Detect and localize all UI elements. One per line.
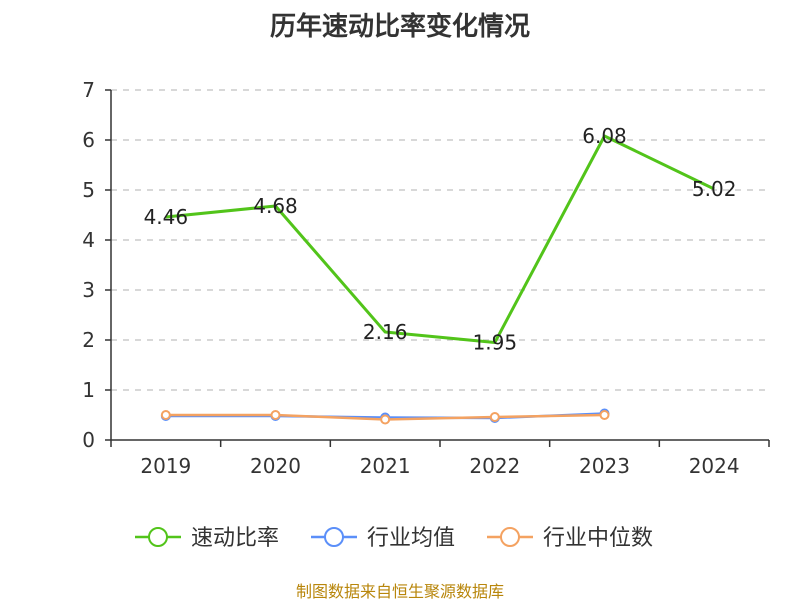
data-label: 4.68 (253, 194, 298, 218)
legend-label: 速动比率 (191, 526, 279, 551)
data-point (270, 410, 281, 420)
y-tick-label: 3 (82, 278, 95, 302)
x-tick-label: 2024 (689, 454, 740, 478)
series-line (165, 134, 715, 344)
x-tick-label: 2022 (469, 454, 520, 478)
legend-label: 行业中位数 (543, 526, 653, 551)
y-tick-label: 7 (82, 78, 95, 102)
legend-item: 行业均值 (311, 526, 455, 551)
data-label: 4.46 (144, 205, 189, 229)
data-label: 2.16 (363, 320, 408, 344)
data-label: 5.02 (692, 177, 737, 201)
data-point (380, 414, 391, 425)
source-note: 制图数据来自恒生聚源数据库 (295, 582, 504, 601)
legend-marker (148, 527, 168, 547)
y-tick-label: 2 (82, 328, 95, 352)
data-point (489, 412, 500, 422)
legend-item: 行业中位数 (487, 526, 653, 551)
legend-marker (500, 527, 520, 547)
grid-lines (111, 89, 769, 391)
data-labels: 4.46 4.68 2.16 1.95 6.08 5.02 (144, 124, 737, 355)
data-point (160, 410, 171, 420)
series (160, 134, 715, 425)
y-tick-label: 4 (82, 228, 95, 252)
legend-item: 速动比率 (135, 526, 279, 551)
y-tick-label: 0 (82, 428, 95, 452)
y-tick-label: 1 (82, 378, 95, 402)
chart-title: 历年速动比率变化情况 (269, 12, 530, 42)
data-point (599, 410, 610, 420)
data-label: 1.95 (473, 331, 518, 355)
legend-label: 行业均值 (367, 526, 455, 551)
legend: 速动比率 行业均值 行业中位数 (135, 526, 653, 551)
x-tick-label: 2019 (140, 454, 191, 478)
x-tick-label: 2023 (579, 454, 630, 478)
y-tick-label: 6 (82, 128, 95, 152)
axes: 0 1 2 3 4 5 6 7 2019 2020 2021 2022 2023 2024 (82, 78, 770, 478)
x-tick-label: 2021 (360, 454, 411, 478)
data-label: 6.08 (582, 124, 627, 148)
x-tick-label: 2020 (250, 454, 301, 478)
y-tick-label: 5 (82, 178, 95, 202)
legend-marker (324, 527, 344, 547)
